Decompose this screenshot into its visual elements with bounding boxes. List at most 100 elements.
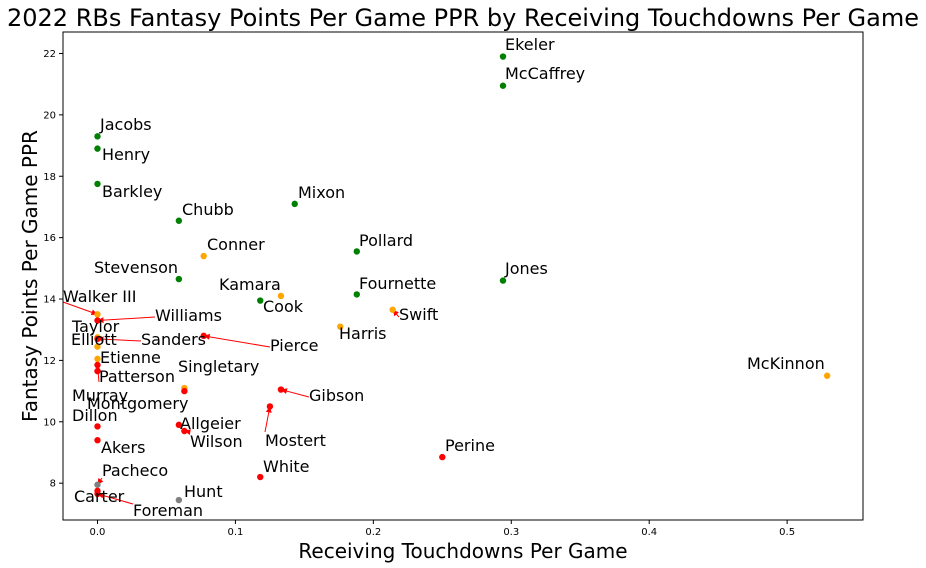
data-point-mccaffrey (499, 82, 507, 89)
y-tick-label: 8 (50, 479, 56, 490)
point-label: Kamara (219, 275, 281, 294)
data-point-patterson (94, 361, 101, 369)
data-point-sanders (94, 335, 101, 343)
data-point-conner (200, 252, 207, 260)
point-label: Patterson (99, 367, 175, 386)
x-tick-label: 0.1 (227, 527, 243, 538)
y-axis: 8 10 12 14 16 18 20 22 (43, 49, 63, 490)
point-label: Pollard (359, 231, 413, 250)
y-tick-label: 14 (43, 295, 56, 306)
data-point-ekeler (499, 53, 507, 60)
annotation-arrow (62, 301, 98, 315)
data-point-henry (94, 145, 101, 152)
point-label: Foreman (133, 501, 203, 520)
data-point-harris (337, 323, 344, 330)
data-point-etienne (94, 355, 101, 363)
data-point-dillon (94, 423, 101, 430)
annotation-arrow (97, 316, 156, 322)
y-tick-label: 22 (43, 49, 56, 60)
y-tick-label: 18 (43, 172, 56, 183)
point-label: Hunt (184, 482, 223, 501)
annotation-arrow (97, 493, 134, 505)
point-label: Gibson (309, 386, 364, 405)
data-point-perine (439, 453, 446, 461)
point-label: Conner (207, 235, 265, 254)
point-label: Barkley (102, 182, 162, 201)
point-label: Chubb (182, 200, 234, 219)
point-label: Pierce (270, 336, 318, 355)
data-point-pierce (200, 332, 207, 340)
point-label: Mixon (298, 183, 345, 202)
data-point-barkley (94, 180, 101, 188)
point-label: White (263, 457, 310, 476)
data-point-elliott (94, 343, 101, 350)
chart-title: 2022 RBs Fantasy Points Per Game PPR by … (7, 4, 919, 32)
point-label: Harris (339, 324, 387, 343)
point-label: Allgeier (180, 414, 241, 433)
data-point-jacobs (94, 133, 101, 140)
point-label: Henry (102, 145, 150, 164)
point-labels: Ekeler McCaffrey Jacobs Henry Barkley Chubb Mi… (63, 35, 825, 520)
data-point-hunt (175, 496, 183, 504)
data-point-mckinnon (823, 372, 831, 379)
data-point-pollard (353, 248, 360, 255)
point-label: McKinnon (747, 354, 825, 373)
data-point-jones (499, 277, 507, 284)
point-label: Walker III (63, 287, 136, 306)
point-label: Swift (399, 305, 438, 324)
plot-area: Ekeler McCaffrey Jacobs Henry Barkley Chubb Mi… (62, 35, 831, 520)
x-tick-label: 0.3 (503, 527, 519, 538)
plot-frame (62, 31, 864, 521)
point-label: Akers (101, 438, 145, 457)
data-point-mixon (291, 200, 298, 208)
data-point-allgeier (175, 421, 183, 429)
y-tick-label: 12 (43, 356, 56, 367)
point-label: Singletary (178, 357, 259, 376)
y-axis-title: Fantasy Points Per Game PPR (18, 130, 42, 422)
data-point-chubb (175, 217, 183, 224)
y-tick-label: 10 (43, 417, 56, 428)
annotation-arrow (97, 338, 142, 342)
data-point-white (257, 473, 264, 481)
data-point-montgomery (181, 387, 188, 395)
y-tick-label: 20 (43, 110, 56, 121)
x-tick-label: 0.2 (365, 527, 381, 538)
data-point-fournette (353, 291, 360, 298)
data-point-cook (257, 297, 264, 304)
point-label: Pacheco (102, 461, 168, 480)
point-label: Montgomery (87, 394, 188, 413)
data-point-walker-iii (94, 311, 101, 318)
data-point-akers (94, 437, 101, 444)
data-point-wilson (181, 427, 188, 435)
point-label: Carter (74, 487, 125, 506)
data-point-pacheco (94, 481, 101, 488)
point-label: Jones (504, 259, 548, 278)
point-label: Sanders (141, 330, 206, 349)
point-label: Wilson (190, 432, 243, 451)
data-point-williams (94, 317, 101, 324)
x-axis: 0.0 0.1 0.2 0.3 0.4 0.5 (90, 520, 795, 538)
point-label: Stevenson (94, 258, 178, 277)
data-point-murray (94, 367, 101, 375)
data-point-gibson (277, 386, 285, 393)
point-label: Williams (155, 306, 222, 325)
point-label: Ekeler (505, 35, 555, 54)
point-label: Jacobs (99, 115, 152, 134)
point-label: Fournette (359, 274, 436, 293)
x-tick-label: 0.5 (779, 527, 795, 538)
data-points (94, 53, 831, 504)
point-label: Elliott (71, 330, 117, 349)
x-axis-title: Receiving Touchdowns Per Game (298, 539, 627, 563)
data-point-kamara (277, 292, 285, 300)
annotation-arrow (203, 335, 271, 348)
point-label: Taylor (71, 317, 120, 336)
point-label: Cook (263, 297, 304, 316)
data-point-mostert (266, 403, 274, 410)
x-tick-label: 0.4 (641, 527, 657, 538)
y-tick-label: 16 (43, 233, 56, 244)
data-point-swift (389, 306, 396, 313)
data-point-stevenson (175, 275, 183, 283)
point-label: Murray (72, 386, 128, 405)
point-label: Mostert (265, 431, 326, 450)
